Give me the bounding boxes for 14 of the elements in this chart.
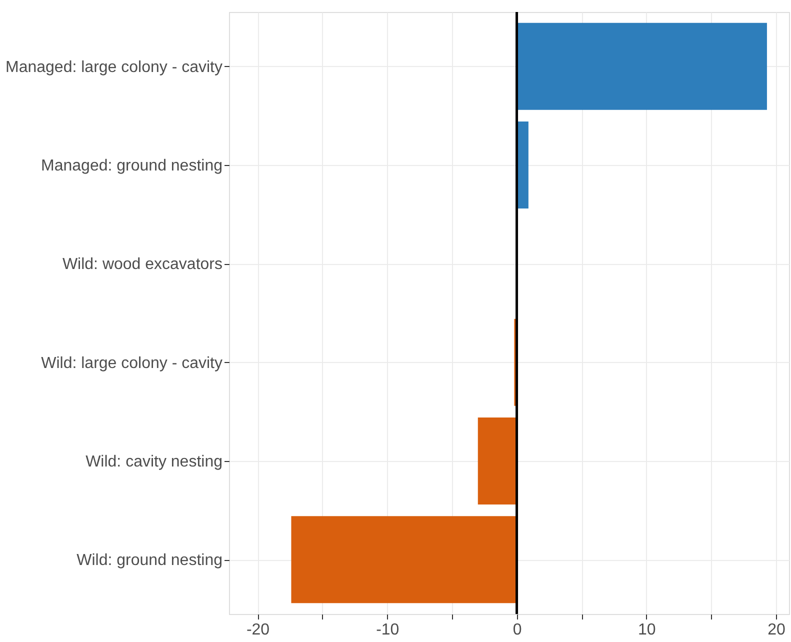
y-tick-label: Wild: wood excavators <box>62 256 222 274</box>
y-tick-label: Wild: cavity nesting <box>86 454 222 470</box>
y-tick-label: Managed: large colony - cavity <box>6 58 222 76</box>
x-tick-label: -10 <box>376 622 400 638</box>
y-tick-label: Managed: ground nesting <box>41 158 222 174</box>
y-tick-label: Wild: large colony - cavity <box>41 354 222 372</box>
x-tick-label: 20 <box>768 622 786 638</box>
y-tick-label: Wild: ground nesting <box>76 552 222 570</box>
x-tick-label: 0 <box>512 622 522 638</box>
bar <box>478 418 517 504</box>
x-tick-label: -20 <box>246 622 270 638</box>
bar <box>291 516 517 604</box>
x-tick-label: 10 <box>638 622 656 638</box>
bar <box>516 22 767 110</box>
